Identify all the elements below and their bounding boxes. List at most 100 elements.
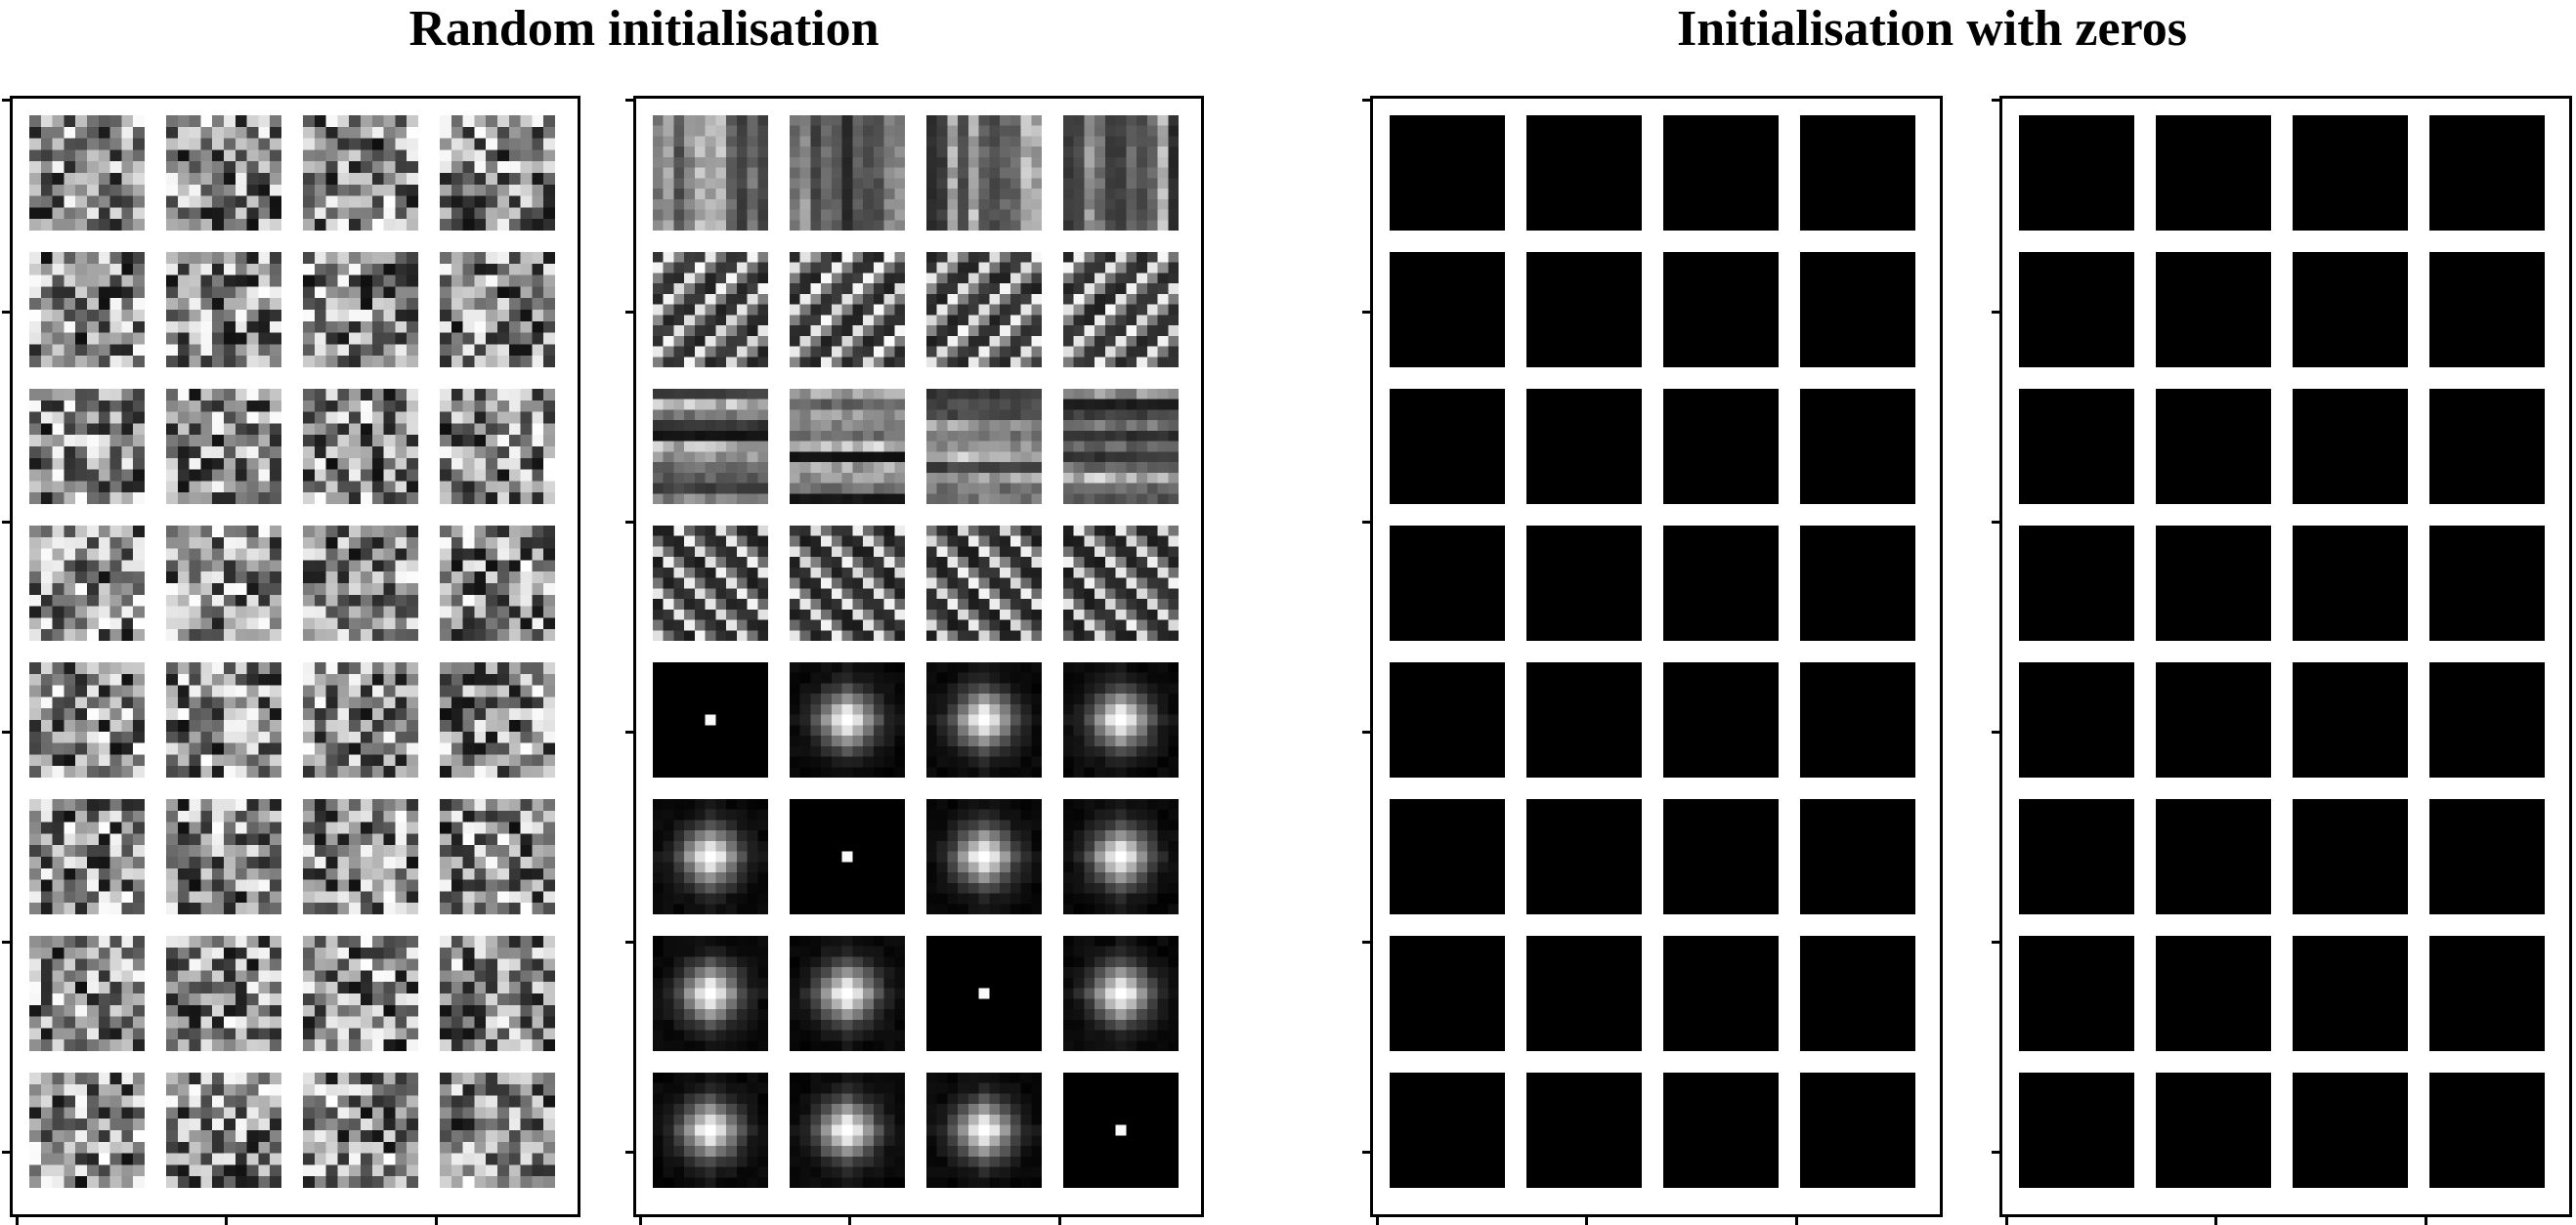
learned-filter-cell-blob bbox=[1063, 662, 1179, 778]
zero-filter-cell bbox=[1390, 662, 1505, 778]
x-tick bbox=[1585, 1217, 1588, 1225]
learned-filter-cell-diagonal-down bbox=[1063, 526, 1179, 641]
random-filter-cell bbox=[303, 389, 418, 504]
zero-filter-cell bbox=[1526, 662, 1642, 778]
y-tick bbox=[1362, 731, 1370, 734]
learned-filter-cell-blob bbox=[790, 662, 905, 778]
learned-filter-cell-diagonal-down bbox=[926, 526, 1042, 641]
zero-filter-cell bbox=[2429, 389, 2545, 504]
random-filter-cell bbox=[440, 526, 555, 641]
random-filter-cell bbox=[166, 662, 281, 778]
random-filter-cell bbox=[29, 526, 145, 641]
random-filter-cell bbox=[303, 526, 418, 641]
y-tick bbox=[1992, 1151, 1999, 1154]
title-initialisation-with-zeros: Initialisation with zeros bbox=[1677, 1, 2187, 57]
panel-random-init-before bbox=[2, 96, 580, 1225]
x-tick bbox=[225, 1217, 228, 1225]
y-tick bbox=[625, 311, 633, 314]
x-tick bbox=[2005, 1217, 2008, 1225]
random-filter-cell bbox=[166, 799, 281, 914]
x-tick bbox=[1795, 1217, 1798, 1225]
zero-filter-cell bbox=[1526, 1073, 1642, 1188]
x-tick bbox=[1058, 1217, 1061, 1225]
zero-filter-cell bbox=[1800, 662, 1915, 778]
learned-filter-cell-diagonal-up bbox=[653, 252, 768, 367]
y-tick bbox=[2, 941, 10, 944]
zero-filter-cell bbox=[1663, 1073, 1779, 1188]
learned-filter-cell-horizontal-stripes bbox=[926, 389, 1042, 504]
random-filter-cell bbox=[440, 936, 555, 1051]
learned-filter-cell-blob bbox=[926, 1073, 1042, 1188]
y-tick bbox=[625, 1151, 633, 1154]
random-filter-cell bbox=[440, 115, 555, 231]
zero-filter-cell bbox=[2156, 389, 2271, 504]
random-filter-cell bbox=[29, 115, 145, 231]
random-filter-cell bbox=[29, 662, 145, 778]
zero-filter-cell bbox=[2293, 526, 2408, 641]
zero-filter-cell bbox=[1390, 389, 1505, 504]
point-filter-cell bbox=[653, 662, 768, 778]
zero-filter-cell bbox=[2019, 936, 2134, 1051]
zero-filter-cell bbox=[2429, 799, 2545, 914]
random-filter-cell bbox=[440, 252, 555, 367]
zero-filter-cell bbox=[1390, 526, 1505, 641]
zero-filter-cell bbox=[2019, 1073, 2134, 1188]
learned-filter-cell-horizontal-stripes bbox=[1063, 389, 1179, 504]
random-filter-cell bbox=[440, 389, 555, 504]
random-filter-cell bbox=[440, 1073, 555, 1188]
random-filter-cell bbox=[303, 1073, 418, 1188]
zero-filter-cell bbox=[1800, 115, 1915, 231]
random-filter-cell bbox=[303, 936, 418, 1051]
random-filter-cell bbox=[303, 115, 418, 231]
zero-filter-cell bbox=[2293, 252, 2408, 367]
learned-filter-cell-vertical-stripes bbox=[653, 115, 768, 231]
learned-filter-cell-horizontal-stripes bbox=[653, 389, 768, 504]
random-filter-cell bbox=[303, 799, 418, 914]
learned-filter-cell-vertical-stripes bbox=[790, 115, 905, 231]
zero-filter-cell bbox=[2429, 662, 2545, 778]
x-tick bbox=[2214, 1217, 2217, 1225]
zero-filter-cell bbox=[2429, 936, 2545, 1051]
y-tick bbox=[625, 941, 633, 944]
random-filter-cell bbox=[29, 389, 145, 504]
random-filter-cell bbox=[166, 252, 281, 367]
y-tick bbox=[625, 731, 633, 734]
zero-filter-cell bbox=[1390, 1073, 1505, 1188]
zero-filter-cell bbox=[2156, 252, 2271, 367]
zero-filter-cell bbox=[1526, 115, 1642, 231]
zero-filter-cell bbox=[2429, 526, 2545, 641]
zero-filter-cell bbox=[2156, 1073, 2271, 1188]
y-tick bbox=[2, 99, 10, 102]
y-tick bbox=[2, 521, 10, 524]
learned-filter-cell-vertical-stripes bbox=[926, 115, 1042, 231]
learned-filter-cell-blob bbox=[926, 662, 1042, 778]
x-tick bbox=[16, 1217, 19, 1225]
zero-filter-cell bbox=[2293, 389, 2408, 504]
zero-filter-cell bbox=[1526, 799, 1642, 914]
zero-filter-cell bbox=[2019, 115, 2134, 231]
zero-filter-cell bbox=[1800, 799, 1915, 914]
random-filter-cell bbox=[303, 662, 418, 778]
zero-filter-cell bbox=[1800, 526, 1915, 641]
x-tick bbox=[435, 1217, 438, 1225]
x-tick bbox=[848, 1217, 851, 1225]
y-tick bbox=[1362, 521, 1370, 524]
y-tick bbox=[2, 731, 10, 734]
y-tick bbox=[625, 99, 633, 102]
panel-random-init-trained bbox=[625, 96, 1204, 1225]
zero-filter-cell bbox=[2156, 799, 2271, 914]
learned-filter-cell-horizontal-stripes bbox=[790, 389, 905, 504]
zero-filter-cell bbox=[1800, 1073, 1915, 1188]
zero-filter-cell bbox=[2019, 799, 2134, 914]
zero-filter-cell bbox=[2429, 115, 2545, 231]
zero-filter-cell bbox=[2429, 252, 2545, 367]
random-filter-cell bbox=[29, 799, 145, 914]
zero-filter-cell bbox=[2019, 526, 2134, 641]
zero-filter-cell bbox=[2293, 115, 2408, 231]
zero-filter-cell bbox=[2293, 799, 2408, 914]
learned-filter-cell-blob bbox=[926, 799, 1042, 914]
zero-filter-cell bbox=[2156, 115, 2271, 231]
zero-filter-cell bbox=[1390, 252, 1505, 367]
zero-filter-cell bbox=[1800, 252, 1915, 367]
zero-filter-cell bbox=[2293, 936, 2408, 1051]
